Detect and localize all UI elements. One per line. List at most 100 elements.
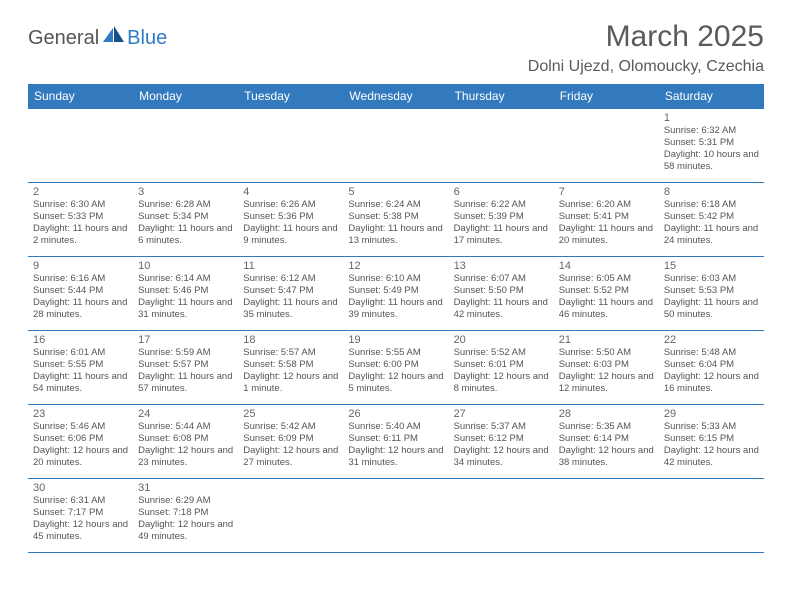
calendar-day-cell <box>343 109 448 183</box>
day-info: Sunrise: 5:37 AMSunset: 6:12 PMDaylight:… <box>454 421 549 469</box>
daylight-line: Daylight: 11 hours and 31 minutes. <box>138 297 233 321</box>
day-info: Sunrise: 6:12 AMSunset: 5:47 PMDaylight:… <box>243 273 338 321</box>
daylight-line: Daylight: 12 hours and 16 minutes. <box>664 371 759 395</box>
daylight-line: Daylight: 12 hours and 49 minutes. <box>138 519 233 543</box>
daylight-line: Daylight: 11 hours and 42 minutes. <box>454 297 549 321</box>
sunset-line: Sunset: 5:36 PM <box>243 211 338 223</box>
calendar-day-cell: 18Sunrise: 5:57 AMSunset: 5:58 PMDayligh… <box>238 331 343 405</box>
calendar-day-cell: 24Sunrise: 5:44 AMSunset: 6:08 PMDayligh… <box>133 405 238 479</box>
day-info: Sunrise: 6:30 AMSunset: 5:33 PMDaylight:… <box>33 199 128 247</box>
day-number: 5 <box>348 186 443 198</box>
month-title: March 2025 <box>528 20 764 54</box>
calendar-week-row: 23Sunrise: 5:46 AMSunset: 6:06 PMDayligh… <box>28 405 764 479</box>
sunrise-line: Sunrise: 6:26 AM <box>243 199 338 211</box>
calendar-day-cell: 22Sunrise: 5:48 AMSunset: 6:04 PMDayligh… <box>659 331 764 405</box>
calendar-day-cell: 7Sunrise: 6:20 AMSunset: 5:41 PMDaylight… <box>554 183 659 257</box>
sunrise-line: Sunrise: 6:10 AM <box>348 273 443 285</box>
day-number: 12 <box>348 260 443 272</box>
daylight-line: Daylight: 11 hours and 46 minutes. <box>559 297 654 321</box>
sunset-line: Sunset: 5:50 PM <box>454 285 549 297</box>
calendar-day-cell: 12Sunrise: 6:10 AMSunset: 5:49 PMDayligh… <box>343 257 448 331</box>
day-number: 2 <box>33 186 128 198</box>
daylight-line: Daylight: 12 hours and 8 minutes. <box>454 371 549 395</box>
day-info: Sunrise: 6:07 AMSunset: 5:50 PMDaylight:… <box>454 273 549 321</box>
sunrise-line: Sunrise: 5:33 AM <box>664 421 759 433</box>
calendar-day-cell: 8Sunrise: 6:18 AMSunset: 5:42 PMDaylight… <box>659 183 764 257</box>
day-number: 10 <box>138 260 233 272</box>
sunrise-line: Sunrise: 6:32 AM <box>664 125 759 137</box>
calendar-day-cell: 13Sunrise: 6:07 AMSunset: 5:50 PMDayligh… <box>449 257 554 331</box>
calendar-day-cell <box>659 479 764 553</box>
calendar-table: Sunday Monday Tuesday Wednesday Thursday… <box>28 84 764 553</box>
sunset-line: Sunset: 5:47 PM <box>243 285 338 297</box>
sunset-line: Sunset: 6:06 PM <box>33 433 128 445</box>
header: General Blue March 2025 Dolni Ujezd, Olo… <box>28 20 764 76</box>
day-info: Sunrise: 5:48 AMSunset: 6:04 PMDaylight:… <box>664 347 759 395</box>
day-info: Sunrise: 6:20 AMSunset: 5:41 PMDaylight:… <box>559 199 654 247</box>
day-info: Sunrise: 5:57 AMSunset: 5:58 PMDaylight:… <box>243 347 338 395</box>
day-info: Sunrise: 6:29 AMSunset: 7:18 PMDaylight:… <box>138 495 233 543</box>
calendar-day-cell: 9Sunrise: 6:16 AMSunset: 5:44 PMDaylight… <box>28 257 133 331</box>
sunset-line: Sunset: 5:52 PM <box>559 285 654 297</box>
sunrise-line: Sunrise: 6:03 AM <box>664 273 759 285</box>
calendar-day-cell: 20Sunrise: 5:52 AMSunset: 6:01 PMDayligh… <box>449 331 554 405</box>
weekday-header: Monday <box>133 84 238 109</box>
daylight-line: Daylight: 11 hours and 20 minutes. <box>559 223 654 247</box>
daylight-line: Daylight: 11 hours and 13 minutes. <box>348 223 443 247</box>
daylight-line: Daylight: 11 hours and 6 minutes. <box>138 223 233 247</box>
sunrise-line: Sunrise: 5:48 AM <box>664 347 759 359</box>
sunrise-line: Sunrise: 6:18 AM <box>664 199 759 211</box>
sunrise-line: Sunrise: 5:46 AM <box>33 421 128 433</box>
day-info: Sunrise: 6:05 AMSunset: 5:52 PMDaylight:… <box>559 273 654 321</box>
day-number: 13 <box>454 260 549 272</box>
calendar-day-cell: 25Sunrise: 5:42 AMSunset: 6:09 PMDayligh… <box>238 405 343 479</box>
day-info: Sunrise: 6:03 AMSunset: 5:53 PMDaylight:… <box>664 273 759 321</box>
sunset-line: Sunset: 6:09 PM <box>243 433 338 445</box>
daylight-line: Daylight: 11 hours and 2 minutes. <box>33 223 128 247</box>
sunset-line: Sunset: 5:58 PM <box>243 359 338 371</box>
daylight-line: Daylight: 11 hours and 28 minutes. <box>33 297 128 321</box>
location: Dolni Ujezd, Olomoucky, Czechia <box>528 58 764 76</box>
logo-text-general: General <box>28 27 99 50</box>
day-number: 20 <box>454 334 549 346</box>
sunrise-line: Sunrise: 6:20 AM <box>559 199 654 211</box>
day-number: 1 <box>664 112 759 124</box>
daylight-line: Daylight: 11 hours and 50 minutes. <box>664 297 759 321</box>
weekday-header: Saturday <box>659 84 764 109</box>
day-info: Sunrise: 6:24 AMSunset: 5:38 PMDaylight:… <box>348 199 443 247</box>
sunset-line: Sunset: 6:12 PM <box>454 433 549 445</box>
day-number: 29 <box>664 408 759 420</box>
calendar-day-cell: 3Sunrise: 6:28 AMSunset: 5:34 PMDaylight… <box>133 183 238 257</box>
day-info: Sunrise: 5:42 AMSunset: 6:09 PMDaylight:… <box>243 421 338 469</box>
sunset-line: Sunset: 5:57 PM <box>138 359 233 371</box>
sunrise-line: Sunrise: 6:07 AM <box>454 273 549 285</box>
calendar-day-cell <box>28 109 133 183</box>
day-info: Sunrise: 6:28 AMSunset: 5:34 PMDaylight:… <box>138 199 233 247</box>
day-number: 28 <box>559 408 654 420</box>
calendar-day-cell: 17Sunrise: 5:59 AMSunset: 5:57 PMDayligh… <box>133 331 238 405</box>
calendar-day-cell <box>449 109 554 183</box>
calendar-day-cell: 23Sunrise: 5:46 AMSunset: 6:06 PMDayligh… <box>28 405 133 479</box>
day-info: Sunrise: 6:22 AMSunset: 5:39 PMDaylight:… <box>454 199 549 247</box>
weekday-header: Friday <box>554 84 659 109</box>
calendar-day-cell: 1Sunrise: 6:32 AMSunset: 5:31 PMDaylight… <box>659 109 764 183</box>
day-info: Sunrise: 5:55 AMSunset: 6:00 PMDaylight:… <box>348 347 443 395</box>
daylight-line: Daylight: 12 hours and 27 minutes. <box>243 445 338 469</box>
calendar-day-cell: 11Sunrise: 6:12 AMSunset: 5:47 PMDayligh… <box>238 257 343 331</box>
daylight-line: Daylight: 12 hours and 12 minutes. <box>559 371 654 395</box>
day-info: Sunrise: 6:26 AMSunset: 5:36 PMDaylight:… <box>243 199 338 247</box>
calendar-day-cell: 14Sunrise: 6:05 AMSunset: 5:52 PMDayligh… <box>554 257 659 331</box>
day-number: 8 <box>664 186 759 198</box>
sunset-line: Sunset: 6:01 PM <box>454 359 549 371</box>
day-number: 22 <box>664 334 759 346</box>
day-info: Sunrise: 6:01 AMSunset: 5:55 PMDaylight:… <box>33 347 128 395</box>
sunset-line: Sunset: 6:08 PM <box>138 433 233 445</box>
sunset-line: Sunset: 5:55 PM <box>33 359 128 371</box>
weekday-header: Sunday <box>28 84 133 109</box>
calendar-day-cell <box>238 479 343 553</box>
daylight-line: Daylight: 12 hours and 42 minutes. <box>664 445 759 469</box>
daylight-line: Daylight: 12 hours and 38 minutes. <box>559 445 654 469</box>
sunset-line: Sunset: 5:44 PM <box>33 285 128 297</box>
sunrise-line: Sunrise: 5:55 AM <box>348 347 443 359</box>
sunrise-line: Sunrise: 6:05 AM <box>559 273 654 285</box>
